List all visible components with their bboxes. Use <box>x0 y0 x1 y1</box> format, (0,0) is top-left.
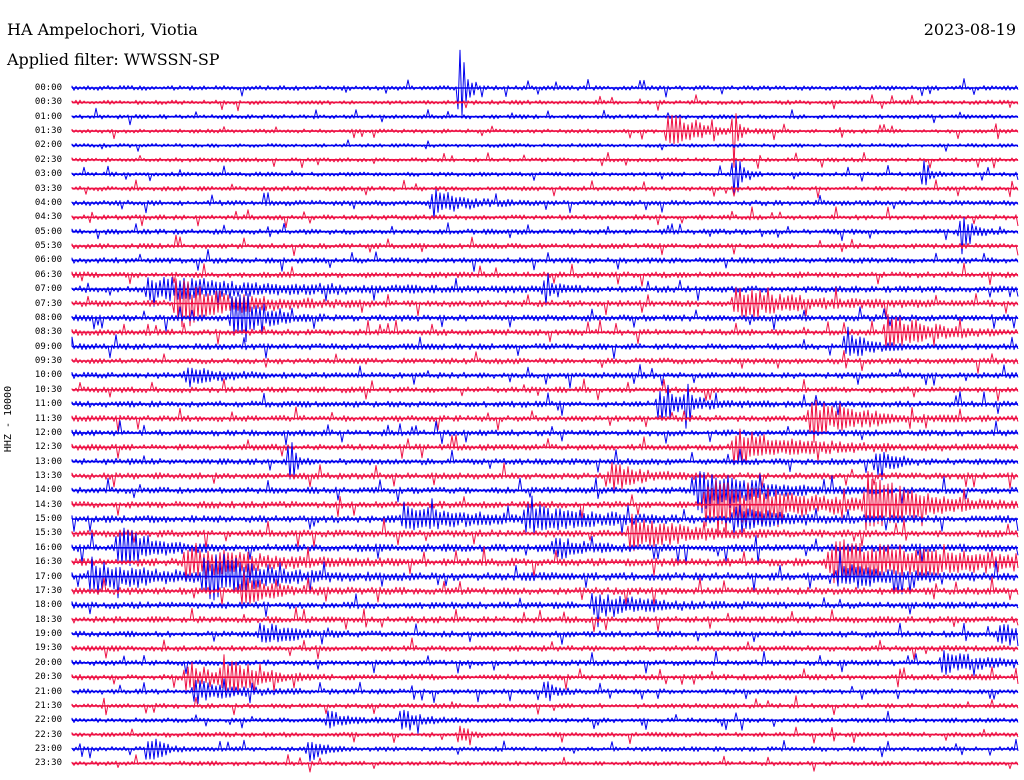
trace-row-1330 <box>71 462 1019 491</box>
time-label: 11:30 <box>34 413 62 424</box>
time-label: 00:30 <box>34 97 62 108</box>
trace-row-0830 <box>71 313 1019 349</box>
trace-row-1000 <box>71 364 1019 389</box>
time-label: 08:00 <box>34 312 62 323</box>
time-label: 14:00 <box>34 485 62 496</box>
trace-row-0230 <box>71 152 1019 169</box>
trace-row-1100 <box>71 383 1019 429</box>
time-label: 02:00 <box>34 140 62 151</box>
trace-row-1730 <box>71 572 1019 606</box>
trace-row-0330 <box>71 179 1019 199</box>
time-label: 20:00 <box>34 657 62 668</box>
trace-row-1200 <box>71 420 1019 446</box>
trace-row-0400 <box>71 188 1019 220</box>
trace-row-1300 <box>71 442 1019 481</box>
trace-row-0900 <box>71 326 1019 359</box>
time-label: 17:00 <box>34 571 62 582</box>
trace-row-0500 <box>71 217 1019 255</box>
time-label: 21:00 <box>34 686 62 697</box>
time-label: 05:00 <box>34 226 62 237</box>
time-label: 07:30 <box>34 298 62 309</box>
trace-row-1500 <box>71 495 1019 535</box>
trace-row-1530 <box>71 513 1019 552</box>
time-label: 22:30 <box>34 729 62 740</box>
time-label: 05:30 <box>34 241 62 252</box>
time-label: 07:00 <box>34 284 62 295</box>
date-label: 2023-08-19 <box>923 20 1016 39</box>
trace-row-1130 <box>71 399 1019 443</box>
time-label: 16:00 <box>34 542 62 553</box>
trace-row-1930 <box>71 637 1019 660</box>
trace-row-0600 <box>71 249 1019 272</box>
time-label: 18:30 <box>34 614 62 625</box>
time-label: 15:30 <box>34 528 62 539</box>
time-label: 19:00 <box>34 629 62 640</box>
time-label: 21:30 <box>34 700 62 711</box>
time-label: 11:00 <box>34 399 62 410</box>
time-label: 19:30 <box>34 643 62 654</box>
trace-row-1800 <box>71 592 1019 628</box>
trace-row-0130 <box>71 113 1019 168</box>
trace-row-1430 <box>71 471 1019 537</box>
trace-row-0630 <box>71 262 1019 287</box>
time-label: 13:30 <box>34 470 62 481</box>
trace-row-0430 <box>71 206 1019 228</box>
trace-row-2200 <box>71 709 1019 735</box>
time-label: 01:00 <box>34 111 62 122</box>
filter-label: Applied filter: WWSSN-SP <box>7 50 220 69</box>
time-label: 17:30 <box>34 585 62 596</box>
trace-row-0800 <box>71 293 1019 343</box>
trace-row-0030 <box>71 94 1019 112</box>
time-label: 22:00 <box>34 715 62 726</box>
trace-row-2300 <box>71 738 1019 762</box>
time-label: 03:00 <box>34 169 62 180</box>
trace-row-0700 <box>71 273 1019 307</box>
time-label: 10:00 <box>34 370 62 381</box>
time-label: 23:00 <box>34 744 62 755</box>
trace-row-2230 <box>71 725 1019 746</box>
time-label: 04:00 <box>34 197 62 208</box>
trace-row-0730 <box>71 278 1019 328</box>
time-label: 04:30 <box>34 212 62 223</box>
time-label: 06:30 <box>34 269 62 280</box>
trace-row-0200 <box>71 139 1019 152</box>
trace-row-2030 <box>71 654 1019 695</box>
time-label: 10:30 <box>34 384 62 395</box>
time-label: 14:30 <box>34 499 62 510</box>
time-label: 16:30 <box>34 557 62 568</box>
station-title: HA Ampelochori, Viotia <box>7 20 198 39</box>
time-label: 02:30 <box>34 154 62 165</box>
time-label: 00:00 <box>34 83 62 93</box>
trace-row-0000 <box>71 49 1019 116</box>
trace-row-1230 <box>71 428 1019 465</box>
trace-row-2100 <box>71 678 1019 704</box>
time-label: 18:00 <box>34 600 62 611</box>
trace-row-0930 <box>71 350 1019 374</box>
time-label-column: 00:00 00:30 01:00 01:30 02:00 02:30 03:00 03:30… <box>0 0 70 780</box>
trace-row-1400 <box>71 471 1019 514</box>
time-label: 23:30 <box>34 758 62 769</box>
time-label: 12:00 <box>34 427 62 438</box>
time-label: 01:30 <box>34 126 62 137</box>
trace-row-0530 <box>71 234 1019 257</box>
time-label: 08:30 <box>34 327 62 338</box>
trace-row-1830 <box>71 607 1019 633</box>
trace-row-0300 <box>71 159 1019 195</box>
time-label: 06:00 <box>34 255 62 266</box>
trace-row-1900 <box>71 622 1019 647</box>
time-label: 20:30 <box>34 672 62 683</box>
time-label: 09:30 <box>34 356 62 367</box>
time-label: 09:00 <box>34 341 62 352</box>
trace-row-1700 <box>71 550 1019 601</box>
time-label: 13:00 <box>34 456 62 467</box>
time-label: 15:00 <box>34 514 62 525</box>
time-label: 12:30 <box>34 442 62 453</box>
time-label: 03:30 <box>34 183 62 194</box>
trace-row-1030 <box>71 378 1019 402</box>
trace-row-1630 <box>71 539 1019 584</box>
trace-row-2000 <box>71 650 1019 676</box>
